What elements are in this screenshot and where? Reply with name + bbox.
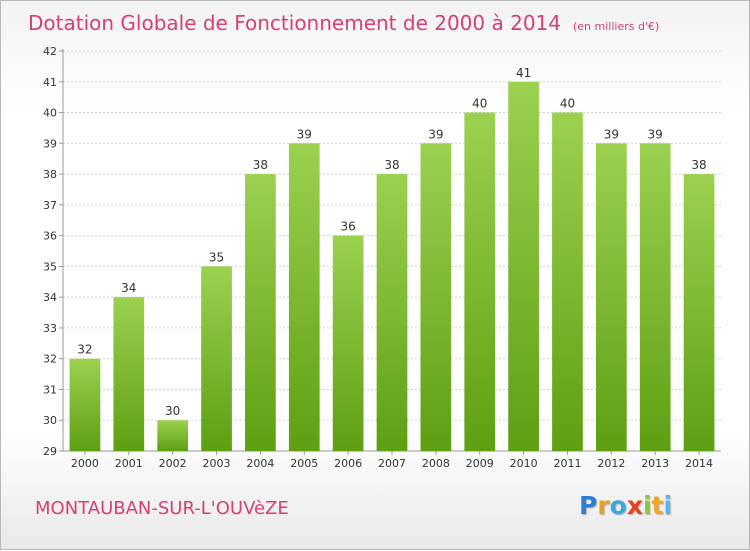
chart-title: Dotation Globale de Fonctionnement de 20…	[28, 11, 659, 35]
x-tick-label: 2008	[422, 457, 450, 470]
logo-letter: i	[643, 491, 652, 520]
bar-value-label: 35	[209, 250, 224, 264]
bar	[595, 143, 627, 452]
logo-letter: P	[579, 491, 598, 520]
y-tick-label: 39	[43, 137, 57, 150]
bar	[69, 358, 101, 451]
bar	[201, 266, 232, 451]
bar	[157, 420, 189, 451]
y-tick-label: 37	[43, 199, 57, 212]
x-tick-label: 2004	[246, 457, 274, 470]
bar-value-label: 39	[604, 127, 619, 141]
x-tick-label: 2006	[334, 457, 362, 470]
bar	[245, 174, 276, 452]
proxiti-logo: Proxiti	[579, 491, 672, 520]
x-tick-label: 2003	[203, 457, 231, 470]
bar-value-label: 38	[691, 158, 706, 172]
chart-title-text: Dotation Globale de Fonctionnement de 20…	[28, 11, 561, 35]
bar-value-label: 30	[165, 404, 180, 418]
x-tick-label: 2014	[685, 457, 713, 470]
bar-value-label: 38	[384, 158, 399, 172]
logo-letter: o	[609, 491, 627, 520]
x-tick-label: 2009	[466, 457, 494, 470]
y-tick-label: 38	[43, 168, 57, 181]
bar-value-label: 36	[340, 220, 355, 234]
bar	[683, 174, 715, 452]
y-tick-label: 36	[43, 230, 57, 243]
x-tick-label: 2001	[115, 457, 143, 470]
bar-value-label: 34	[121, 281, 136, 295]
bar-value-label: 39	[428, 127, 443, 141]
logo-letter: t	[651, 491, 664, 520]
y-tick-label: 30	[43, 414, 57, 427]
x-tick-label: 2002	[159, 457, 187, 470]
bar-value-label: 40	[472, 97, 487, 111]
x-tick-label: 2007	[378, 457, 406, 470]
y-tick-label: 32	[43, 353, 57, 366]
y-tick-label: 41	[43, 76, 57, 89]
y-tick-label: 29	[43, 445, 57, 458]
bar-value-label: 41	[516, 66, 531, 80]
bar	[288, 143, 320, 452]
y-tick-label: 42	[43, 45, 57, 58]
x-tick-label: 2000	[71, 457, 99, 470]
y-tick-label: 40	[43, 107, 57, 120]
y-tick-label: 31	[43, 383, 57, 396]
bar	[639, 143, 671, 452]
bar	[552, 112, 583, 452]
commune-name: MONTAUBAN-SUR-L'OUVèZE	[35, 498, 289, 519]
bar-value-label: 40	[560, 97, 575, 111]
x-tick-label: 2013	[641, 457, 669, 470]
x-tick-label: 2011	[553, 457, 581, 470]
logo-letter: i	[663, 491, 673, 520]
y-tick-label: 34	[43, 291, 57, 304]
bar-value-label: 39	[297, 127, 312, 141]
x-tick-label: 2010	[510, 457, 538, 470]
logo-letter: r	[597, 491, 610, 520]
bar	[332, 235, 364, 451]
bar	[508, 81, 539, 452]
y-tick-label: 35	[43, 260, 57, 273]
bar	[420, 143, 452, 452]
bar	[376, 174, 408, 452]
x-tick-label: 2005	[290, 457, 318, 470]
bar-value-label: 32	[77, 343, 92, 357]
logo-letter: x	[626, 491, 643, 520]
bar-value-label: 38	[253, 158, 268, 172]
bar-value-label: 39	[648, 127, 663, 141]
bar	[464, 112, 496, 452]
y-tick-label: 33	[43, 322, 57, 335]
x-tick-label: 2012	[597, 457, 625, 470]
bar	[113, 297, 145, 451]
chart-unit: (en milliers d'€)	[573, 20, 660, 33]
